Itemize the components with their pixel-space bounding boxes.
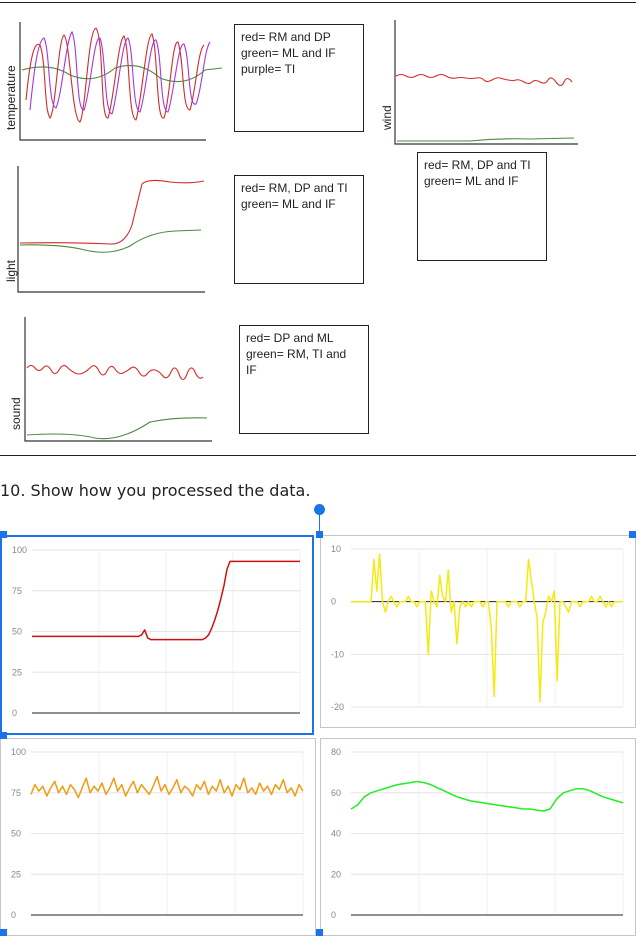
legend-note-wind: red= RM, DP and TI green= ML and IF: [417, 152, 547, 261]
chart-panel-yellow[interactable]: -20 -10 0 10: [320, 535, 636, 728]
y-tick-label: 80: [331, 747, 341, 757]
y-tick-label: -20: [331, 702, 344, 712]
y-tick-label: 10: [331, 544, 341, 554]
y-tick-label: 100: [12, 545, 27, 555]
y-tick-label: 20: [331, 869, 341, 879]
temperature-green-line: [21, 65, 223, 83]
y-tick-label: 50: [12, 627, 22, 637]
series-line: [32, 560, 300, 641]
y-tick-label: -10: [331, 649, 344, 659]
temperature-red-line: [25, 27, 205, 123]
note-line: IF: [246, 363, 257, 377]
wind-axis-label: wind: [380, 105, 394, 131]
note-line: green= ML and IF: [241, 197, 336, 211]
y-tick-label: 0: [11, 910, 16, 920]
resize-handle-top-middle[interactable]: [316, 531, 323, 538]
y-tick-label: 50: [11, 829, 21, 839]
question-text: 10. Show how you processed the data.: [0, 481, 311, 500]
y-tick-label: 0: [12, 708, 17, 718]
note-line: red= RM, DP and TI: [241, 181, 348, 195]
temperature-sketch-axes: [19, 22, 206, 141]
sound-sketch-axes: [24, 317, 212, 442]
temperature-purple-line: [29, 30, 211, 115]
light-green-line: [19, 229, 202, 253]
series-line: [30, 775, 304, 799]
line-chart: 0 25 50 75 100: [12, 545, 301, 718]
page-rule-top: [0, 2, 636, 3]
temperature-axis-label: temperature: [4, 65, 18, 130]
line-chart: 0 25 50 75 100: [11, 747, 304, 920]
y-tick-label: 75: [11, 788, 21, 798]
resize-handle-top-left[interactable]: [0, 531, 7, 538]
sound-axis-label: sound: [9, 397, 23, 430]
line-chart: -20 -10 0 10: [331, 544, 624, 712]
note-line: red= DP and ML: [246, 331, 334, 345]
light-red-line: [19, 179, 205, 245]
page-rule-bottom: [0, 455, 636, 456]
line-chart: 0 20 40 60 80: [331, 747, 624, 920]
light-sketch: light: [4, 166, 205, 293]
y-tick-label: 0: [331, 910, 336, 920]
note-line: green= RM, TI and: [246, 347, 347, 361]
legend-note-sound: red= DP and ML green= RM, TI and IF: [239, 325, 369, 434]
y-tick-label: 40: [331, 829, 341, 839]
chart-panel-red[interactable]: 0 25 50 75 100: [0, 535, 314, 735]
resize-handle-bottom-left[interactable]: [0, 929, 7, 936]
sound-sketch: sound: [9, 317, 212, 442]
sound-red-line: [26, 364, 204, 381]
sound-green-line: [26, 417, 208, 440]
series-line: [350, 780, 624, 812]
y-tick-label: 75: [12, 586, 22, 596]
y-tick-label: 100: [11, 747, 26, 757]
wind-green-line: [397, 137, 575, 142]
resize-handle-bottom-middle[interactable]: [316, 929, 323, 936]
note-line: red= RM, DP and TI: [424, 158, 531, 172]
legend-note-temperature: red= RM and DP green= ML and IF purple= …: [234, 24, 364, 132]
legend-note-light: red= RM, DP and TI green= ML and IF: [234, 175, 364, 284]
light-sketch-axes: [17, 166, 205, 293]
rotate-handle[interactable]: [314, 504, 325, 515]
y-tick-label: 0: [331, 597, 336, 607]
wind-sketch-axes: [394, 20, 578, 145]
note-line: red= RM and DP: [241, 30, 331, 44]
wind-sketch: wind: [380, 20, 578, 145]
sketch-area: temperature wind light sound: [4, 20, 578, 442]
note-line: purple= TI: [241, 62, 296, 76]
y-tick-label: 60: [331, 788, 341, 798]
rotate-handle-stem: [319, 513, 320, 535]
y-tick-label: 25: [12, 667, 22, 677]
series-line: [351, 553, 623, 703]
note-line: green= ML and IF: [424, 174, 519, 188]
wind-red-line: [395, 73, 573, 87]
resize-handle-top-right[interactable]: [629, 531, 636, 538]
light-axis-label: light: [4, 259, 18, 282]
y-tick-label: 25: [11, 869, 21, 879]
temperature-sketch: temperature: [4, 22, 223, 141]
chart-panel-orange[interactable]: 0 25 50 75 100: [0, 738, 316, 936]
chart-panel-green[interactable]: 0 20 40 60 80: [320, 738, 636, 936]
note-line: green= ML and IF: [241, 46, 336, 60]
resize-handle-middle-left[interactable]: [0, 732, 7, 739]
